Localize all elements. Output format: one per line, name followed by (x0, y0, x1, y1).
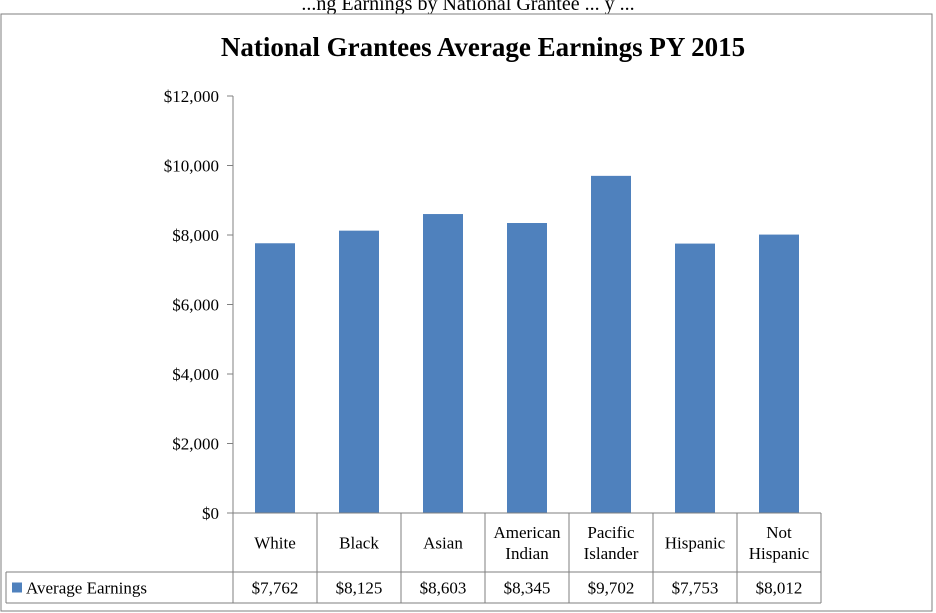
category-label: Islander (584, 544, 639, 563)
bar (759, 234, 799, 513)
category-label: Pacific (587, 523, 635, 542)
legend-key (12, 582, 22, 593)
category-label: White (254, 534, 296, 553)
y-tick-label: $12,000 (164, 87, 219, 106)
category-label: Black (339, 534, 379, 553)
y-tick-label: $8,000 (172, 226, 219, 245)
legend-series-name: Average Earnings (26, 579, 147, 598)
bars (255, 175, 799, 514)
data-value-cell: $8,345 (504, 579, 551, 598)
clipped-header: ...ng Earnings by National Grantee ... y… (0, 0, 936, 14)
bar (507, 223, 547, 514)
bar (675, 243, 715, 513)
y-axis: $0 $2,000 $4,000 $6,000 $8,000 $10,000 $12,000 (164, 87, 234, 523)
data-table: White Black Asian American Indian Pacific Isla… (5, 512, 822, 604)
category-label: Indian (505, 544, 549, 563)
data-value-cell: $9,702 (588, 579, 635, 598)
data-value-cell: $8,012 (756, 579, 803, 598)
y-tick-label: $2,000 (172, 435, 219, 454)
data-value-cell: $8,125 (336, 579, 383, 598)
y-tick-label: $4,000 (172, 365, 219, 384)
data-value-cell: $8,603 (420, 579, 467, 598)
category-label: American (493, 523, 561, 542)
y-tick-label: $10,000 (164, 157, 219, 176)
category-label: Asian (423, 534, 463, 553)
bar (423, 214, 463, 513)
data-value-cell: $7,762 (252, 579, 299, 598)
chart-title: National Grantees Average Earnings PY 20… (221, 32, 745, 62)
category-label: Hispanic (749, 544, 810, 563)
y-tick-label: $6,000 (172, 296, 219, 315)
clipped-header-svg: ...ng Earnings by National Grantee ... y… (301, 0, 634, 14)
y-tick-label: $0 (202, 504, 219, 523)
bar (255, 243, 295, 513)
clipped-header-text: ...ng Earnings by National Grantee ... y… (301, 0, 634, 14)
category-label: Hispanic (665, 534, 726, 553)
data-value-cell: $7,753 (672, 579, 719, 598)
bar (591, 175, 631, 513)
bar (339, 230, 379, 513)
category-label: Not (766, 523, 792, 542)
